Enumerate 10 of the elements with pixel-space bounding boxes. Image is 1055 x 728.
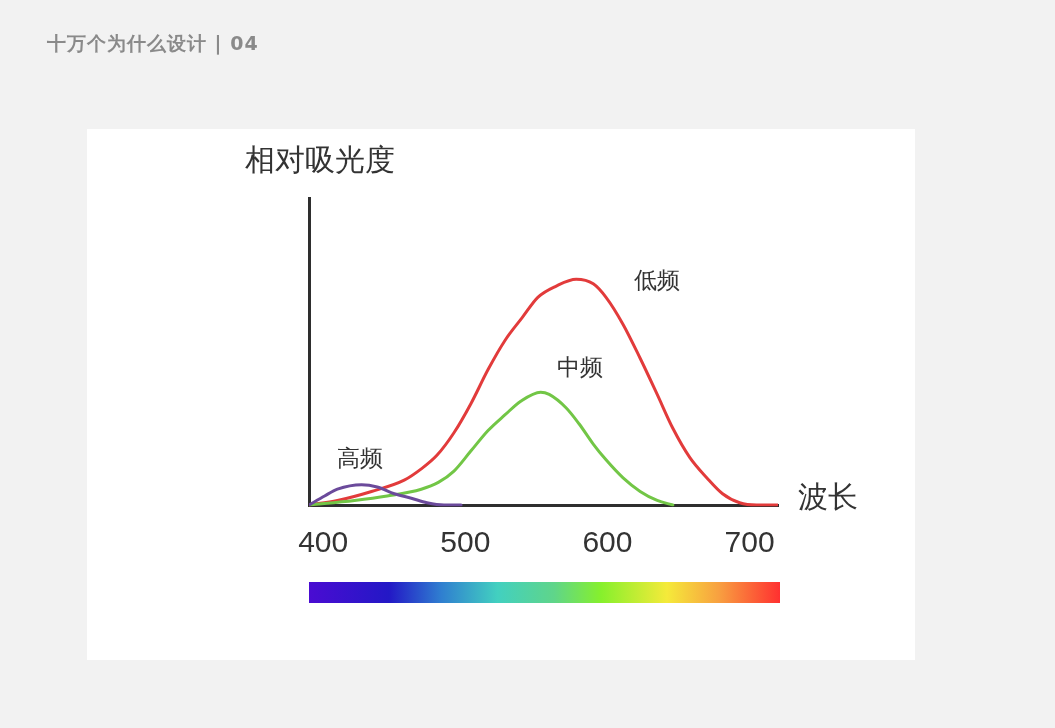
x-tick-label: 400 [298, 525, 349, 559]
series-label: 低频 [634, 267, 681, 294]
y-axis-title: 相对吸光度 [245, 141, 395, 177]
text: 十万个为什么设计 | 04 [47, 31, 259, 57]
x-tick-label: 500 [440, 525, 491, 559]
x-tick-label: 700 [724, 525, 775, 559]
x-tick-label: 600 [582, 525, 633, 559]
series-label: 高频 [336, 444, 383, 471]
series-label: 中频 [556, 354, 603, 381]
x-axis-title: 波长 [798, 478, 858, 514]
